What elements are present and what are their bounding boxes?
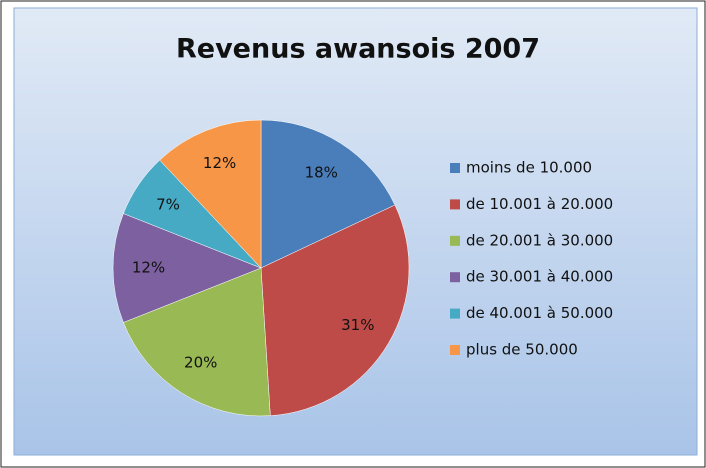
legend-swatch (450, 163, 460, 173)
data-label: 12% (132, 259, 165, 277)
legend-swatch (450, 199, 460, 210)
legend-label: de 10.001 à 20.000 (466, 195, 613, 213)
pie-slice (260, 119, 396, 269)
pie-slice (260, 204, 410, 416)
legend-swatch (450, 272, 460, 283)
legend-label: plus de 50.000 (466, 341, 578, 359)
legend-label: de 40.001 à 50.000 (466, 304, 613, 322)
legend-label: de 20.001 à 30.000 (466, 231, 613, 249)
chart-title: Revenus awansois 2007 (176, 34, 540, 65)
data-label: 12% (203, 154, 236, 172)
legend-label: de 30.001 à 40.000 (466, 268, 613, 286)
data-label: 20% (184, 353, 217, 371)
data-label: 18% (305, 164, 338, 182)
pie-slice (123, 267, 271, 417)
legend-swatch (450, 345, 460, 355)
pie-slice (112, 213, 262, 323)
data-label: 7% (156, 195, 180, 213)
legend-swatch (450, 308, 460, 319)
data-label: 31% (341, 316, 374, 334)
legend-swatch (450, 235, 460, 246)
pie-slice (159, 119, 262, 269)
legend-label: moins de 10.000 (466, 159, 592, 177)
